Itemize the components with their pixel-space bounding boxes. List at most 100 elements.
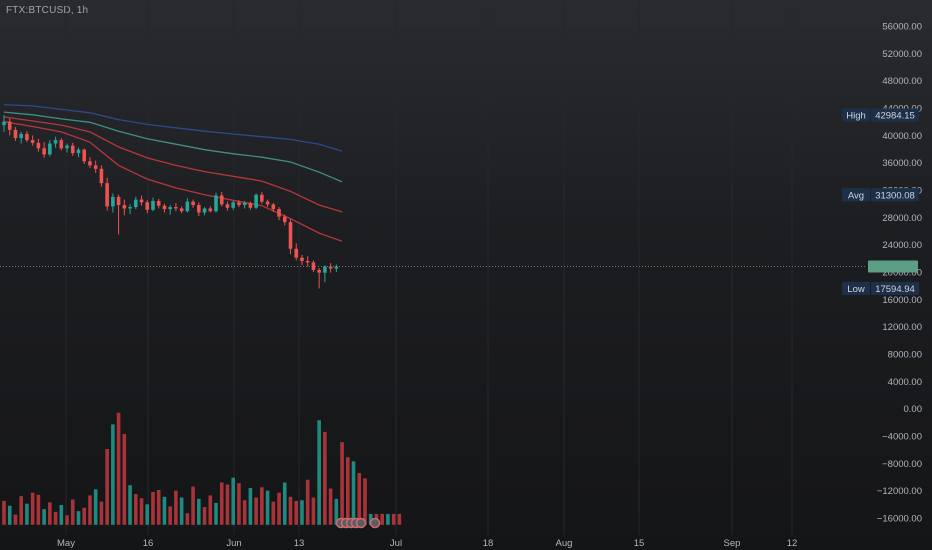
volume-bar: [174, 490, 178, 525]
candle-body: [111, 196, 115, 207]
candle-body: [282, 216, 287, 223]
candle-body: [260, 194, 264, 202]
candle-body: [334, 266, 339, 269]
candle-body: [59, 140, 64, 149]
y-tick-label: 52000.00: [882, 49, 922, 60]
x-tick-label: 16: [143, 538, 154, 549]
volume-bar: [363, 478, 367, 525]
chart-grid: [65, 0, 793, 535]
candle-body: [145, 202, 150, 210]
event-markers[interactable]: [335, 517, 381, 529]
volume-bar: [65, 515, 69, 525]
candle-body: [30, 140, 35, 143]
volume-bar: [225, 484, 230, 525]
price-markers: High 42984.15 Avg 31300.08 Low 17594.94: [0, 108, 919, 295]
candle-body: [76, 149, 81, 154]
y-tick-label: −12000.00: [877, 486, 922, 497]
volume-bar: [7, 505, 12, 525]
volume-bar: [122, 433, 127, 525]
x-tick-label: 12: [787, 538, 798, 549]
candle-body: [93, 165, 98, 169]
volume-bar: [168, 506, 172, 525]
candle-body: [231, 202, 235, 208]
candle-body: [208, 208, 213, 212]
candle-body: [133, 199, 138, 208]
volume-bar: [156, 489, 161, 525]
candle-body: [323, 266, 327, 273]
candle-body: [191, 201, 195, 206]
marker-label: Low: [847, 284, 865, 295]
volume-bar: [133, 494, 138, 525]
candle-body: [265, 201, 270, 205]
volume-bar: [19, 496, 23, 525]
volume-bar: [380, 513, 384, 525]
candle-body: [7, 121, 12, 130]
volume-bar: [111, 424, 115, 525]
y-tick-label: 12000.00: [882, 322, 922, 333]
volume-bar: [139, 498, 144, 525]
time-axis[interactable]: May 16 Jun 13 Jul 18 Aug 15 Sep 12: [57, 538, 797, 549]
candlesticks: [2, 114, 339, 289]
candle-body: [42, 148, 46, 155]
volume-bar: [48, 502, 52, 525]
candle-body: [300, 257, 304, 262]
y-tick-label: 4000.00: [888, 377, 922, 388]
marker-value-bg: [871, 281, 919, 295]
volume-bar: [242, 500, 247, 525]
candle-body: [219, 195, 224, 205]
y-tick-label: 56000.00: [882, 22, 922, 33]
marker-value: 42984.15: [875, 110, 915, 121]
y-tick-label: 24000.00: [882, 240, 922, 251]
candle-body: [139, 199, 144, 203]
x-tick-label: Jul: [390, 538, 402, 549]
volume-bar: [386, 513, 390, 525]
volume-bar: [25, 503, 29, 525]
volume-bar: [42, 509, 46, 525]
y-tick-label: −4000.00: [882, 432, 922, 443]
volume-bar: [76, 511, 81, 525]
candle-body: [151, 200, 155, 210]
volume-bar: [105, 448, 109, 525]
y-tick-label: 28000.00: [882, 213, 922, 224]
ma-teal-line: [3, 111, 343, 183]
volume-bar: [116, 412, 121, 525]
ma-red-line: [3, 116, 343, 213]
marker-label-bg: [842, 108, 870, 122]
volume-bar: [145, 504, 150, 525]
volume-bar: [208, 495, 213, 525]
candle-body: [19, 133, 23, 139]
candle-body: [70, 145, 75, 154]
x-tick-label: Aug: [556, 538, 573, 549]
volume-bar: [185, 513, 190, 525]
price-axis[interactable]: 56000.0052000.0048000.0044000.0040000.00…: [877, 22, 922, 525]
volume-bar: [191, 486, 195, 525]
candle-body: [99, 168, 104, 184]
candle-body: [225, 204, 230, 208]
candle-body: [214, 195, 218, 212]
volume-bar: [260, 487, 264, 525]
ma-blue-line: [3, 103, 343, 152]
volume-bar: [128, 485, 132, 525]
volume-bar: [162, 496, 167, 525]
volume-bar: [53, 511, 58, 525]
volume-bar: [288, 496, 293, 525]
candle-body: [122, 205, 127, 209]
candle-body: [156, 200, 161, 206]
y-tick-label: 48000.00: [882, 76, 922, 87]
volume-bar: [334, 498, 339, 525]
moving-averages: [3, 103, 343, 242]
candle-body: [237, 202, 241, 206]
x-tick-label: Sep: [724, 538, 741, 549]
y-tick-label: 8000.00: [888, 350, 922, 361]
volume-bar: [70, 499, 75, 525]
volume-bar: [351, 461, 356, 525]
candle-body: [277, 209, 281, 217]
volume-bar: [30, 492, 35, 525]
y-tick-label: 36000.00: [882, 158, 922, 169]
candle-body: [311, 262, 316, 270]
candle-body: [116, 196, 121, 206]
volume-bar: [197, 498, 201, 525]
marker-label-bg: [842, 188, 870, 202]
candle-body: [254, 194, 258, 208]
